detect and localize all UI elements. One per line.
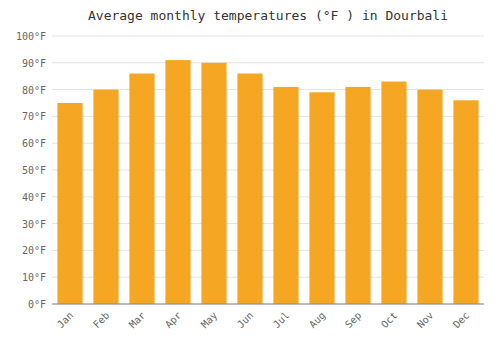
bar (453, 100, 478, 304)
grid-line (52, 36, 484, 37)
bar (345, 87, 370, 304)
chart-container: Average monthly temperatures (°F ) in Do… (0, 0, 500, 350)
title: Average monthly temperatures (°F ) in Do… (88, 8, 448, 23)
grid-line (52, 62, 484, 63)
chart: Average monthly temperatures (°F ) in Do… (0, 0, 500, 350)
x-tick-label: Oct (379, 310, 400, 331)
y-tick-label: 50°F (22, 165, 46, 176)
bar (237, 74, 262, 304)
y-axis: 0°F 10°F 20°F 30°F 40°F 50°F 60°F 70°F 80°F 90°F 1… (16, 31, 46, 310)
grid (52, 36, 484, 304)
bar (417, 90, 442, 304)
x-tick-label: Jun (235, 310, 256, 331)
bar (381, 82, 406, 304)
x-tick-label: Apr (163, 310, 184, 331)
bar (273, 87, 298, 304)
bar (165, 60, 190, 304)
x-axis: Jan Feb Mar Apr May Jun Jul Aug Sep Oct Nov Dec (52, 304, 484, 330)
x-tick-label: Jan (55, 310, 76, 331)
bar (201, 63, 226, 304)
x-tick-label: Aug (307, 310, 328, 331)
x-tick-label: Feb (91, 310, 112, 331)
y-tick-label: 10°F (22, 272, 46, 283)
y-tick-label: 30°F (22, 219, 46, 230)
x-tick-label: Dec (451, 310, 472, 331)
x-tick-label: Jul (271, 310, 292, 331)
bar (129, 74, 154, 304)
y-tick-label: 0°F (28, 299, 46, 310)
y-tick-label: 80°F (22, 85, 46, 96)
x-tick-label: Sep (343, 310, 364, 331)
bar (309, 92, 334, 304)
x-axis-line (52, 304, 484, 305)
x-tick-label: May (199, 310, 220, 331)
y-tick-label: 90°F (22, 58, 46, 69)
x-tick-label: Mar (127, 310, 148, 331)
y-tick-label: 60°F (22, 138, 46, 149)
y-tick-label: 70°F (22, 111, 46, 122)
bar (57, 103, 82, 304)
grid-line (52, 304, 484, 305)
bar (93, 90, 118, 304)
y-tick-label: 40°F (22, 192, 46, 203)
y-tick-label: 100°F (16, 31, 46, 42)
x-tick-label: Nov (415, 310, 436, 331)
y-tick-label: 20°F (22, 245, 46, 256)
bars (57, 60, 478, 304)
